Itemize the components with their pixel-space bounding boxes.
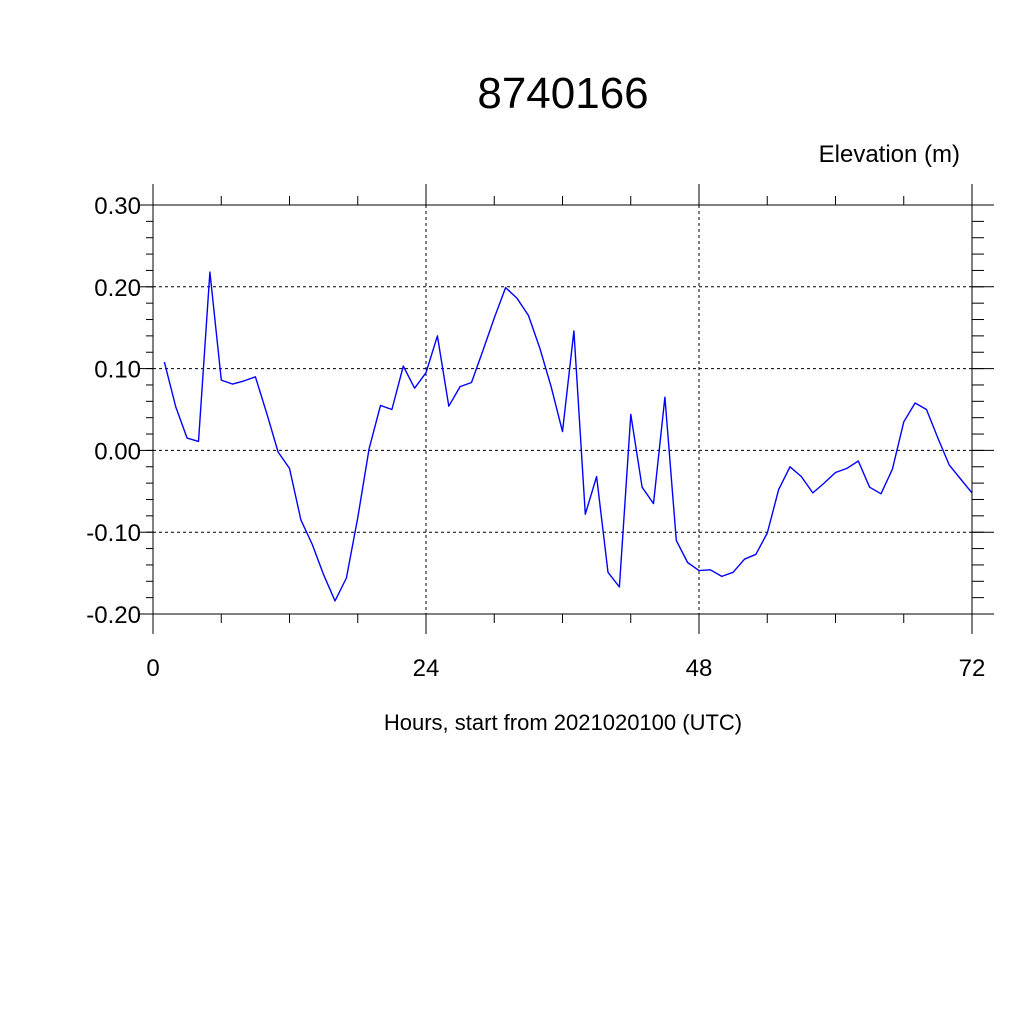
unit-label: Elevation (m) (819, 141, 960, 168)
chart-title: 8740166 (477, 69, 648, 118)
y-tick-label: 0.30 (94, 193, 141, 220)
grid-lines (153, 204, 972, 615)
y-tick-label: 0.20 (94, 275, 141, 302)
x-tick-label: 48 (686, 655, 713, 682)
plot-frame (152, 204, 973, 615)
x-tick-label: 72 (959, 655, 986, 682)
series-layer (163, 271, 973, 602)
y-tick-label: -0.20 (86, 602, 141, 629)
tick-labels: -0.20 -0.10 0.00 0.10 0.20 0.30 0 24 48 72 (86, 193, 985, 682)
x-tick-label: 0 (146, 655, 159, 682)
series-line (163, 271, 973, 602)
y-tick-label: 0.00 (94, 438, 141, 465)
x-axis-label: Hours, start from 2021020100 (UTC) (384, 710, 742, 735)
y-tick-label: -0.10 (86, 520, 141, 547)
axis-ticks (139, 184, 994, 634)
x-tick-label: 24 (413, 655, 440, 682)
y-tick-label: 0.10 (94, 357, 141, 384)
